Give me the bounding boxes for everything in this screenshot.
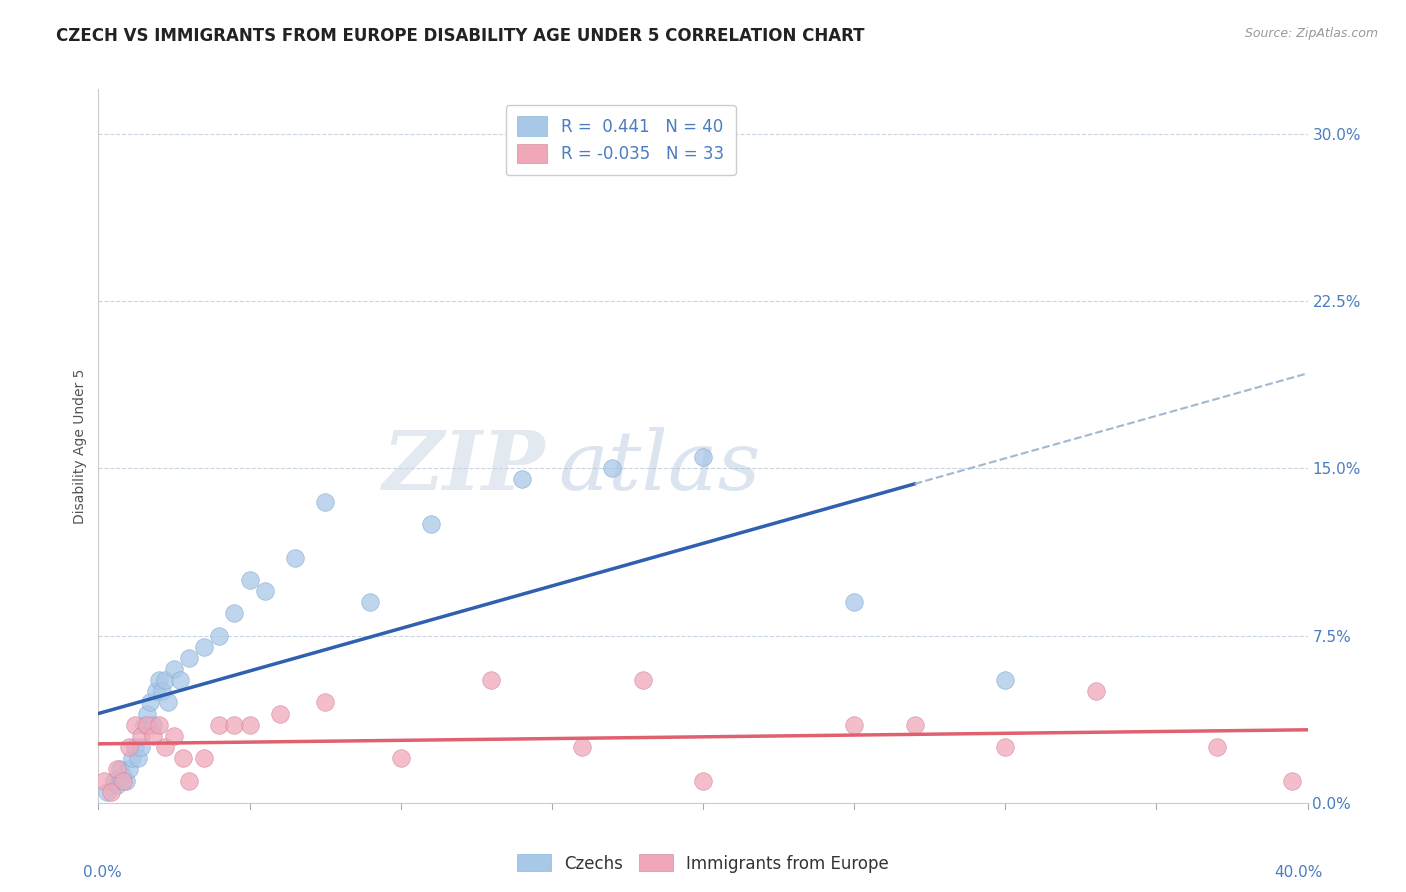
- Point: [179, 651, 201, 665]
- Point: [108, 762, 131, 776]
- Point: [124, 740, 146, 755]
- Point: [172, 751, 194, 765]
- Point: [156, 696, 179, 710]
- Point: [269, 706, 291, 721]
- Y-axis label: Disability Age Under 5: Disability Age Under 5: [73, 368, 87, 524]
- Point: [163, 662, 186, 676]
- Point: [510, 472, 533, 486]
- Point: [692, 773, 714, 788]
- Text: 0.0%: 0.0%: [83, 865, 122, 880]
- Point: [132, 717, 155, 731]
- Point: [253, 583, 276, 598]
- Point: [121, 751, 143, 765]
- Point: [135, 706, 157, 721]
- Point: [1281, 773, 1303, 788]
- Text: 40.0%: 40.0%: [1274, 865, 1323, 880]
- Point: [145, 684, 167, 698]
- Point: [148, 673, 170, 687]
- Legend: R =  0.441   N = 40, R = -0.035   N = 33: R = 0.441 N = 40, R = -0.035 N = 33: [506, 104, 735, 175]
- Point: [208, 628, 231, 642]
- Point: [153, 673, 176, 687]
- Point: [111, 769, 134, 783]
- Point: [314, 696, 336, 710]
- Point: [148, 717, 170, 731]
- Point: [105, 778, 128, 792]
- Point: [100, 785, 122, 799]
- Text: atlas: atlas: [558, 427, 761, 508]
- Point: [631, 673, 654, 687]
- Point: [111, 773, 134, 788]
- Point: [904, 717, 927, 731]
- Point: [571, 740, 593, 755]
- Point: [224, 717, 246, 731]
- Point: [1085, 684, 1108, 698]
- Point: [139, 696, 162, 710]
- Point: [150, 684, 173, 698]
- Point: [844, 717, 866, 731]
- Point: [224, 607, 246, 621]
- Point: [692, 450, 714, 464]
- Point: [1206, 740, 1229, 755]
- Text: Source: ZipAtlas.com: Source: ZipAtlas.com: [1244, 27, 1378, 40]
- Point: [142, 729, 165, 743]
- Point: [129, 729, 152, 743]
- Point: [135, 717, 157, 731]
- Point: [208, 717, 231, 731]
- Point: [314, 494, 336, 508]
- Point: [118, 740, 141, 755]
- Point: [127, 751, 149, 765]
- Point: [994, 740, 1017, 755]
- Point: [844, 595, 866, 609]
- Point: [284, 550, 307, 565]
- Point: [142, 717, 165, 731]
- Point: [994, 673, 1017, 687]
- Point: [420, 516, 443, 531]
- Point: [105, 762, 128, 776]
- Point: [481, 673, 503, 687]
- Point: [179, 773, 201, 788]
- Point: [129, 740, 152, 755]
- Point: [163, 729, 186, 743]
- Point: [93, 773, 115, 788]
- Point: [96, 785, 118, 799]
- Point: [389, 751, 412, 765]
- Point: [602, 461, 624, 475]
- Text: CZECH VS IMMIGRANTS FROM EUROPE DISABILITY AGE UNDER 5 CORRELATION CHART: CZECH VS IMMIGRANTS FROM EUROPE DISABILI…: [56, 27, 865, 45]
- Point: [124, 717, 146, 731]
- Point: [360, 595, 382, 609]
- Point: [239, 573, 262, 587]
- Point: [239, 717, 262, 731]
- Legend: Czechs, Immigrants from Europe: Czechs, Immigrants from Europe: [510, 847, 896, 880]
- Point: [169, 673, 191, 687]
- Point: [153, 740, 176, 755]
- Text: ZIP: ZIP: [384, 427, 546, 508]
- Point: [103, 773, 125, 788]
- Point: [118, 762, 141, 776]
- Point: [114, 773, 136, 788]
- Point: [193, 640, 215, 654]
- Point: [193, 751, 215, 765]
